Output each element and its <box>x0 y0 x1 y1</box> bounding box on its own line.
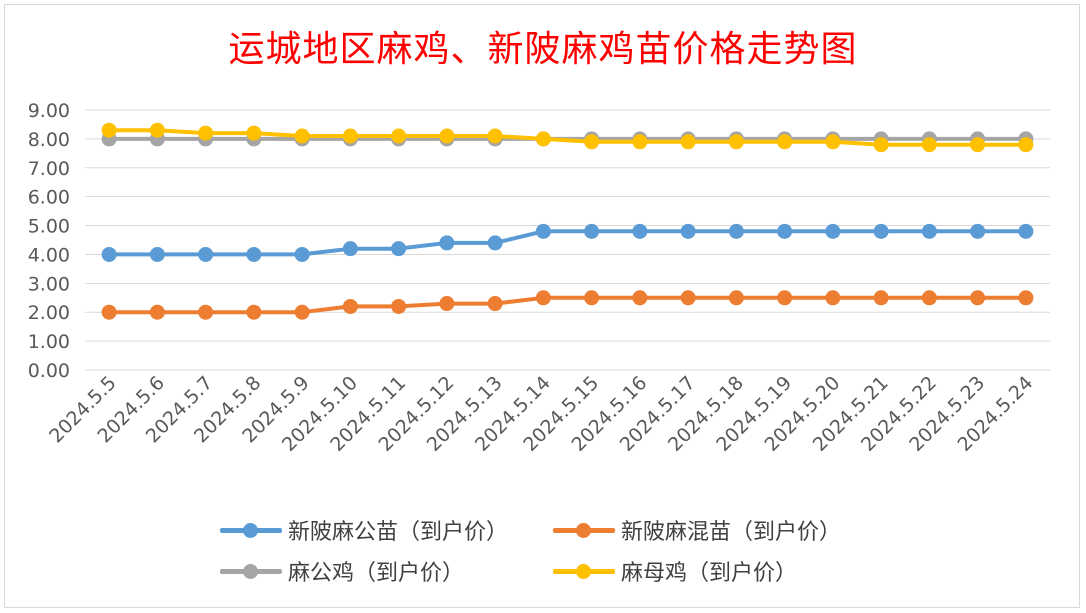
data-point-series-1 <box>342 298 358 314</box>
data-point-series-1 <box>149 304 165 320</box>
legend-swatch-2 <box>220 551 282 591</box>
legend-label: 麻母鸡（到户价） <box>621 561 798 586</box>
y-tick-label: 5.00 <box>28 216 70 238</box>
data-point-series-3 <box>728 134 744 150</box>
legend-item-series-3[interactable]: 麻母鸡（到户价） <box>553 551 797 591</box>
data-point-series-3 <box>294 128 310 144</box>
chart-title: 运城地区麻鸡、新陂麻鸡苗价格走势图 <box>228 29 858 70</box>
legend-swatch-dot <box>243 523 258 538</box>
data-point-series-1 <box>391 298 407 314</box>
data-point-series-0 <box>198 246 214 262</box>
data-point-series-0 <box>584 223 600 239</box>
data-point-series-0 <box>680 223 696 239</box>
data-point-series-0 <box>342 241 358 257</box>
data-point-series-3 <box>101 122 117 138</box>
data-point-series-1 <box>535 290 551 306</box>
data-point-series-3 <box>391 128 407 144</box>
legend-item-series-2[interactable]: 麻公鸡（到户价） <box>220 551 464 591</box>
data-point-series-0 <box>970 223 986 239</box>
data-point-series-3 <box>777 134 793 150</box>
data-point-series-3 <box>342 128 358 144</box>
data-point-series-3 <box>873 137 889 153</box>
data-point-series-1 <box>728 290 744 306</box>
y-tick-label: 3.00 <box>28 273 70 295</box>
data-point-series-1 <box>294 304 310 320</box>
data-point-series-0 <box>921 223 937 239</box>
y-tick-label: 1.00 <box>28 331 70 353</box>
data-point-series-0 <box>873 223 889 239</box>
y-tick-label: 7.00 <box>28 158 70 180</box>
data-point-series-0 <box>1018 223 1034 239</box>
data-point-series-0 <box>632 223 648 239</box>
y-tick-label: 6.00 <box>28 187 70 209</box>
data-point-series-0 <box>439 235 455 251</box>
data-point-series-1 <box>101 304 117 320</box>
y-tick-label: 2.00 <box>28 302 70 324</box>
data-point-series-3 <box>921 137 937 153</box>
legend-swatch-3 <box>553 551 615 591</box>
data-point-series-1 <box>1018 290 1034 306</box>
legend-swatch-dot <box>576 564 591 579</box>
data-point-series-0 <box>728 223 744 239</box>
data-point-series-1 <box>246 304 262 320</box>
legend-label: 新陂麻混苗（到户价） <box>621 520 842 545</box>
data-point-series-1 <box>680 290 696 306</box>
chart-frame <box>4 4 1080 608</box>
data-point-series-1 <box>777 290 793 306</box>
data-point-series-3 <box>246 125 262 141</box>
data-point-series-1 <box>439 296 455 312</box>
data-point-series-0 <box>391 241 407 257</box>
y-tick-label: 9.00 <box>28 100 70 122</box>
data-point-series-3 <box>535 131 551 147</box>
data-point-series-1 <box>970 290 986 306</box>
y-tick-label: 8.00 <box>28 129 70 151</box>
data-point-series-0 <box>101 246 117 262</box>
y-tick-label: 4.00 <box>28 244 70 266</box>
series-line-3 <box>107 128 1028 147</box>
data-point-series-0 <box>825 223 841 239</box>
series-line-0 <box>107 229 1028 257</box>
legend-item-series-1[interactable]: 新陂麻混苗（到户价） <box>553 510 841 550</box>
data-point-series-0 <box>777 223 793 239</box>
data-point-series-0 <box>149 246 165 262</box>
data-point-series-0 <box>487 235 503 251</box>
data-point-series-3 <box>632 134 648 150</box>
data-point-series-1 <box>198 304 214 320</box>
series-line-1 <box>107 295 1028 315</box>
data-point-series-1 <box>584 290 600 306</box>
data-point-series-1 <box>921 290 937 306</box>
data-point-series-3 <box>198 125 214 141</box>
data-point-series-3 <box>487 128 503 144</box>
data-point-series-0 <box>535 223 551 239</box>
data-point-series-3 <box>1018 137 1034 153</box>
data-point-series-0 <box>246 246 262 262</box>
data-point-series-3 <box>584 134 600 150</box>
data-point-series-0 <box>294 246 310 262</box>
data-point-series-1 <box>632 290 648 306</box>
data-point-series-3 <box>439 128 455 144</box>
legend-item-series-0[interactable]: 新陂麻公苗（到户价） <box>220 510 508 550</box>
legend-label: 新陂麻公苗（到户价） <box>288 520 509 545</box>
y-tick-label: 0.00 <box>28 360 70 382</box>
data-point-series-1 <box>825 290 841 306</box>
legend-swatch-1 <box>553 510 615 550</box>
legend-swatch-0 <box>220 510 282 550</box>
legend-label: 麻公鸡（到户价） <box>288 561 465 586</box>
data-point-series-3 <box>680 134 696 150</box>
line-chart: 0.00 1.00 2.00 3.00 4.00 5.00 6.00 7.00 8.00 9.00… <box>28 100 1050 456</box>
data-point-series-1 <box>487 296 503 312</box>
legend-swatch-dot <box>576 523 591 538</box>
legend-swatch-dot <box>243 564 258 579</box>
data-point-series-3 <box>149 122 165 138</box>
data-point-series-3 <box>970 137 986 153</box>
data-point-series-1 <box>873 290 889 306</box>
data-point-series-3 <box>825 134 841 150</box>
